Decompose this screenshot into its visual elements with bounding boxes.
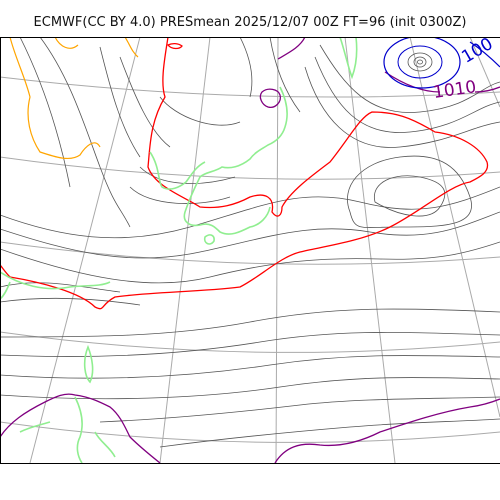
chart-title: ECMWF(CC BY 4.0) PRESmean 2025/12/07 00Z… — [33, 15, 467, 30]
map-canvas: 1010 100 — [0, 37, 500, 463]
low-isobar — [469, 41, 500, 68]
low-isobar — [397, 45, 443, 79]
longitude-line — [469, 37, 500, 108]
latitude-line — [0, 331, 500, 353]
isobar — [99, 46, 141, 158]
coastline-japan — [183, 86, 288, 235]
coastline-philippines — [94, 431, 116, 458]
coastline-taiwan — [83, 344, 94, 384]
latitude-line — [0, 156, 500, 180]
isobars-minor — [0, 37, 500, 448]
isobar-1010-island — [259, 88, 281, 108]
isobar-1010-upper — [277, 37, 306, 60]
longitude-line — [409, 37, 500, 418]
isobar — [239, 37, 253, 98]
isobar-high-line — [9, 37, 101, 160]
coastline-mainland — [0, 271, 111, 290]
isobar-high-line — [124, 37, 139, 58]
coastline-philippines — [74, 396, 83, 463]
low-isobar — [407, 52, 433, 72]
isobar — [99, 396, 500, 423]
latitude-line — [0, 241, 500, 265]
longitude-line — [159, 37, 211, 463]
latitude-line — [0, 76, 500, 98]
isobar-high — [9, 37, 139, 160]
isobar-high-line — [54, 37, 79, 49]
isobar-1020 — [0, 37, 489, 310]
isobar — [19, 37, 71, 188]
isobar — [139, 166, 236, 184]
isobar — [0, 355, 500, 379]
isobar — [304, 66, 500, 148]
low-pressure-center — [383, 37, 500, 89]
isobar — [0, 282, 121, 293]
low-isobar — [417, 59, 423, 65]
isobar — [347, 155, 472, 228]
pressure-map: 1010 100 — [0, 37, 500, 463]
isobar — [119, 56, 171, 148]
isobar-1020-line — [0, 37, 489, 310]
latitude-line — [0, 421, 500, 443]
isobar-label-100x: 100 — [458, 37, 496, 68]
coastline-philippines — [19, 421, 51, 433]
coastline-sakhalin — [339, 37, 358, 80]
isobar — [0, 377, 500, 400]
coastlines — [0, 37, 358, 463]
longitude-line — [29, 37, 141, 463]
isobar-1010-lower — [0, 393, 161, 463]
longitude-line — [275, 37, 279, 463]
isobar — [129, 186, 231, 204]
low-isobar — [383, 37, 461, 89]
isobar — [0, 241, 500, 284]
isobar — [314, 56, 500, 133]
longitude-line — [344, 37, 396, 463]
coastline-mainland — [0, 281, 11, 300]
low-isobar — [413, 56, 427, 68]
isobar — [0, 211, 500, 259]
coastline-korea — [149, 151, 206, 190]
isobar — [0, 297, 141, 306]
isobar — [0, 332, 500, 357]
isobar — [269, 37, 301, 113]
isobar — [159, 96, 241, 126]
isobar — [0, 186, 500, 239]
isobar — [374, 175, 446, 217]
isobar-1010-lower — [274, 398, 500, 463]
isobar — [319, 44, 500, 113]
isobar-label-1010: 1010 — [432, 77, 478, 103]
isobar — [0, 308, 500, 338]
coastline-island — [203, 234, 215, 245]
isobar — [39, 37, 131, 228]
isobar — [159, 418, 500, 448]
isobar-1020-small — [166, 42, 183, 50]
